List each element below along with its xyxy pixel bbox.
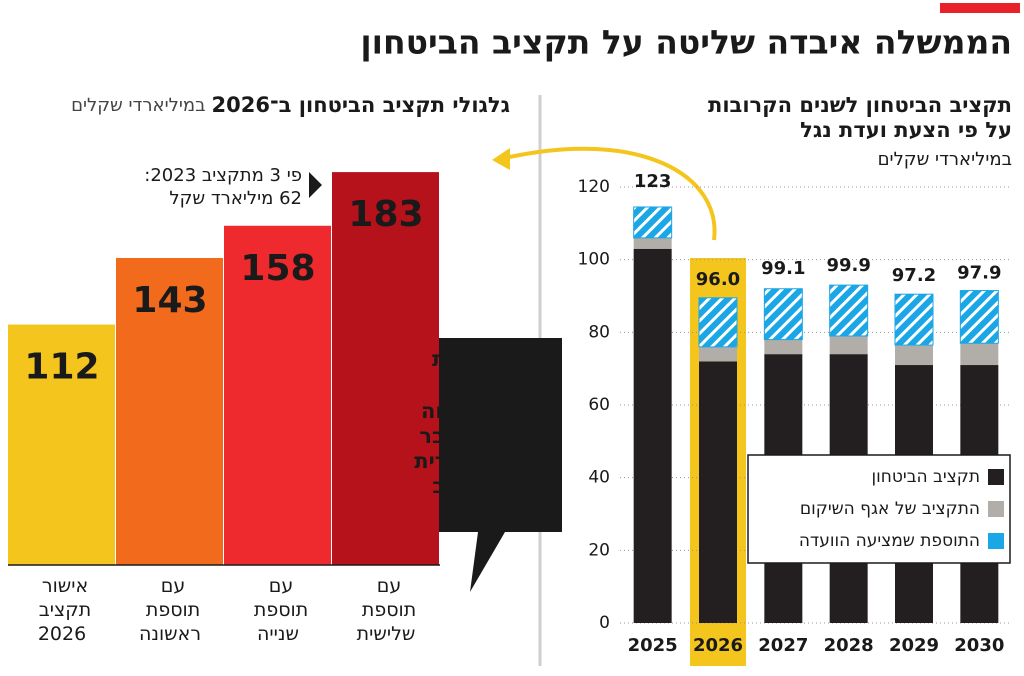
x-tick-label: 2026	[693, 635, 743, 656]
annotation: פי 3 מתקציב 2023:	[144, 165, 302, 186]
total-label: 99.1	[761, 258, 805, 279]
chart-title: על פי הצעת ועדת נגל	[800, 118, 1012, 142]
bubble-question: עם תוספת	[432, 347, 532, 371]
connector-arrow	[504, 146, 717, 241]
total-label: 97.9	[957, 262, 1001, 283]
legend-box	[747, 454, 1011, 564]
legend-swatch	[988, 533, 1004, 549]
bubble-text: נתניהו מנחה	[421, 399, 543, 423]
x-tick-label: אישור תקציב 2026	[33, 575, 92, 645]
y-tick-label: 40	[588, 468, 610, 488]
total-label: 123	[634, 171, 672, 192]
bar-segment	[763, 288, 803, 341]
annotation: 62 מיליארד שקל	[169, 188, 302, 209]
value-label: 158	[240, 248, 315, 289]
y-tick-label: 60	[588, 395, 610, 415]
bar	[116, 257, 223, 565]
page-title: הממשלה איבדה שליטה על תקציב הביטחון	[360, 23, 1012, 62]
label-line: תוספת	[140, 599, 200, 621]
y-tick-label: 120	[578, 177, 610, 197]
chart-title: תקציב הביטחון לשנים הקרובות	[708, 93, 1012, 117]
bubble-text: להגדיל מיידית	[414, 449, 550, 473]
label-line: עם	[155, 575, 186, 597]
total-label: 97.2	[892, 265, 936, 286]
bar-segment	[633, 248, 672, 623]
x-tick-label: 2029	[889, 635, 939, 656]
legend-label: התקציב של אגף השיקום	[800, 499, 980, 519]
x-tick-label: 2030	[954, 635, 1004, 656]
x-tick-label: עם תוספת שלישית	[356, 575, 416, 645]
bar-segment	[699, 346, 737, 362]
legend-label: התוספת שמציעה הוועדה	[799, 531, 980, 551]
speech-bubble	[402, 338, 562, 592]
label-line: תקציב	[33, 599, 92, 621]
bubble-text: בשבוע שעבר	[419, 424, 544, 448]
legend-swatch	[988, 469, 1004, 485]
label-line: עם	[263, 575, 294, 597]
y-tick-label: 0	[599, 613, 610, 633]
connector-arrowhead	[492, 148, 510, 170]
legend-label: תקציב הביטחון	[872, 467, 980, 487]
bar	[224, 225, 331, 566]
total-label: 96.0	[696, 269, 740, 290]
bar-segment	[633, 206, 673, 239]
bar	[8, 324, 115, 565]
label-line: שנייה	[257, 623, 299, 645]
label-line: ראשונה	[139, 623, 201, 645]
bubble-text: את תקציב	[432, 474, 531, 498]
bar-segment	[894, 293, 934, 346]
bar-segment	[829, 335, 868, 355]
left-title: גלגולי תקציב הביטחון ב־2026 במיליארדי שקל…	[71, 93, 510, 117]
x-tick-label: 2028	[824, 635, 874, 656]
chart-subtitle: במיליארדי שקלים	[878, 149, 1012, 170]
bar	[332, 172, 439, 565]
x-tick-label: עם תוספת ראשונה	[139, 575, 201, 645]
legend-swatch	[988, 501, 1004, 517]
label-line: שלישית	[357, 623, 416, 645]
value-label: 183	[348, 194, 423, 235]
bubble-text: הביטחון	[444, 499, 521, 523]
chart-subtitle: במיליארדי שקלים	[71, 95, 205, 116]
label-line: עם	[371, 575, 402, 597]
y-tick-label: 100	[578, 250, 610, 270]
x-tick-label: עם תוספת שנייה	[248, 575, 308, 645]
chart-title: גלגולי תקציב הביטחון ב־2026	[211, 93, 510, 117]
bar-segment	[959, 290, 999, 344]
bar-segment	[699, 361, 737, 623]
x-tick-label: 2027	[758, 635, 808, 656]
x-tick-label: 2025	[628, 635, 678, 656]
accent-bar	[940, 3, 1020, 13]
value-label: 112	[24, 347, 99, 388]
bar-segment	[633, 237, 672, 249]
total-label: 99.9	[826, 255, 870, 276]
annotation-pointer	[309, 172, 322, 198]
value-label: 143	[132, 280, 207, 321]
y-tick-label: 20	[588, 540, 610, 560]
bar-segment	[829, 284, 869, 337]
label-line: תוספת	[248, 599, 308, 621]
y-tick-label: 80	[588, 322, 610, 342]
bar-segment	[960, 343, 999, 366]
bar-segment	[764, 339, 803, 355]
label-line: 2026	[38, 623, 86, 645]
bubble-question: רביעית?	[443, 372, 521, 396]
bar-segment	[698, 297, 738, 348]
bar-segment	[895, 345, 933, 366]
label-line: אישור	[36, 575, 88, 597]
label-line: תוספת	[356, 599, 416, 621]
